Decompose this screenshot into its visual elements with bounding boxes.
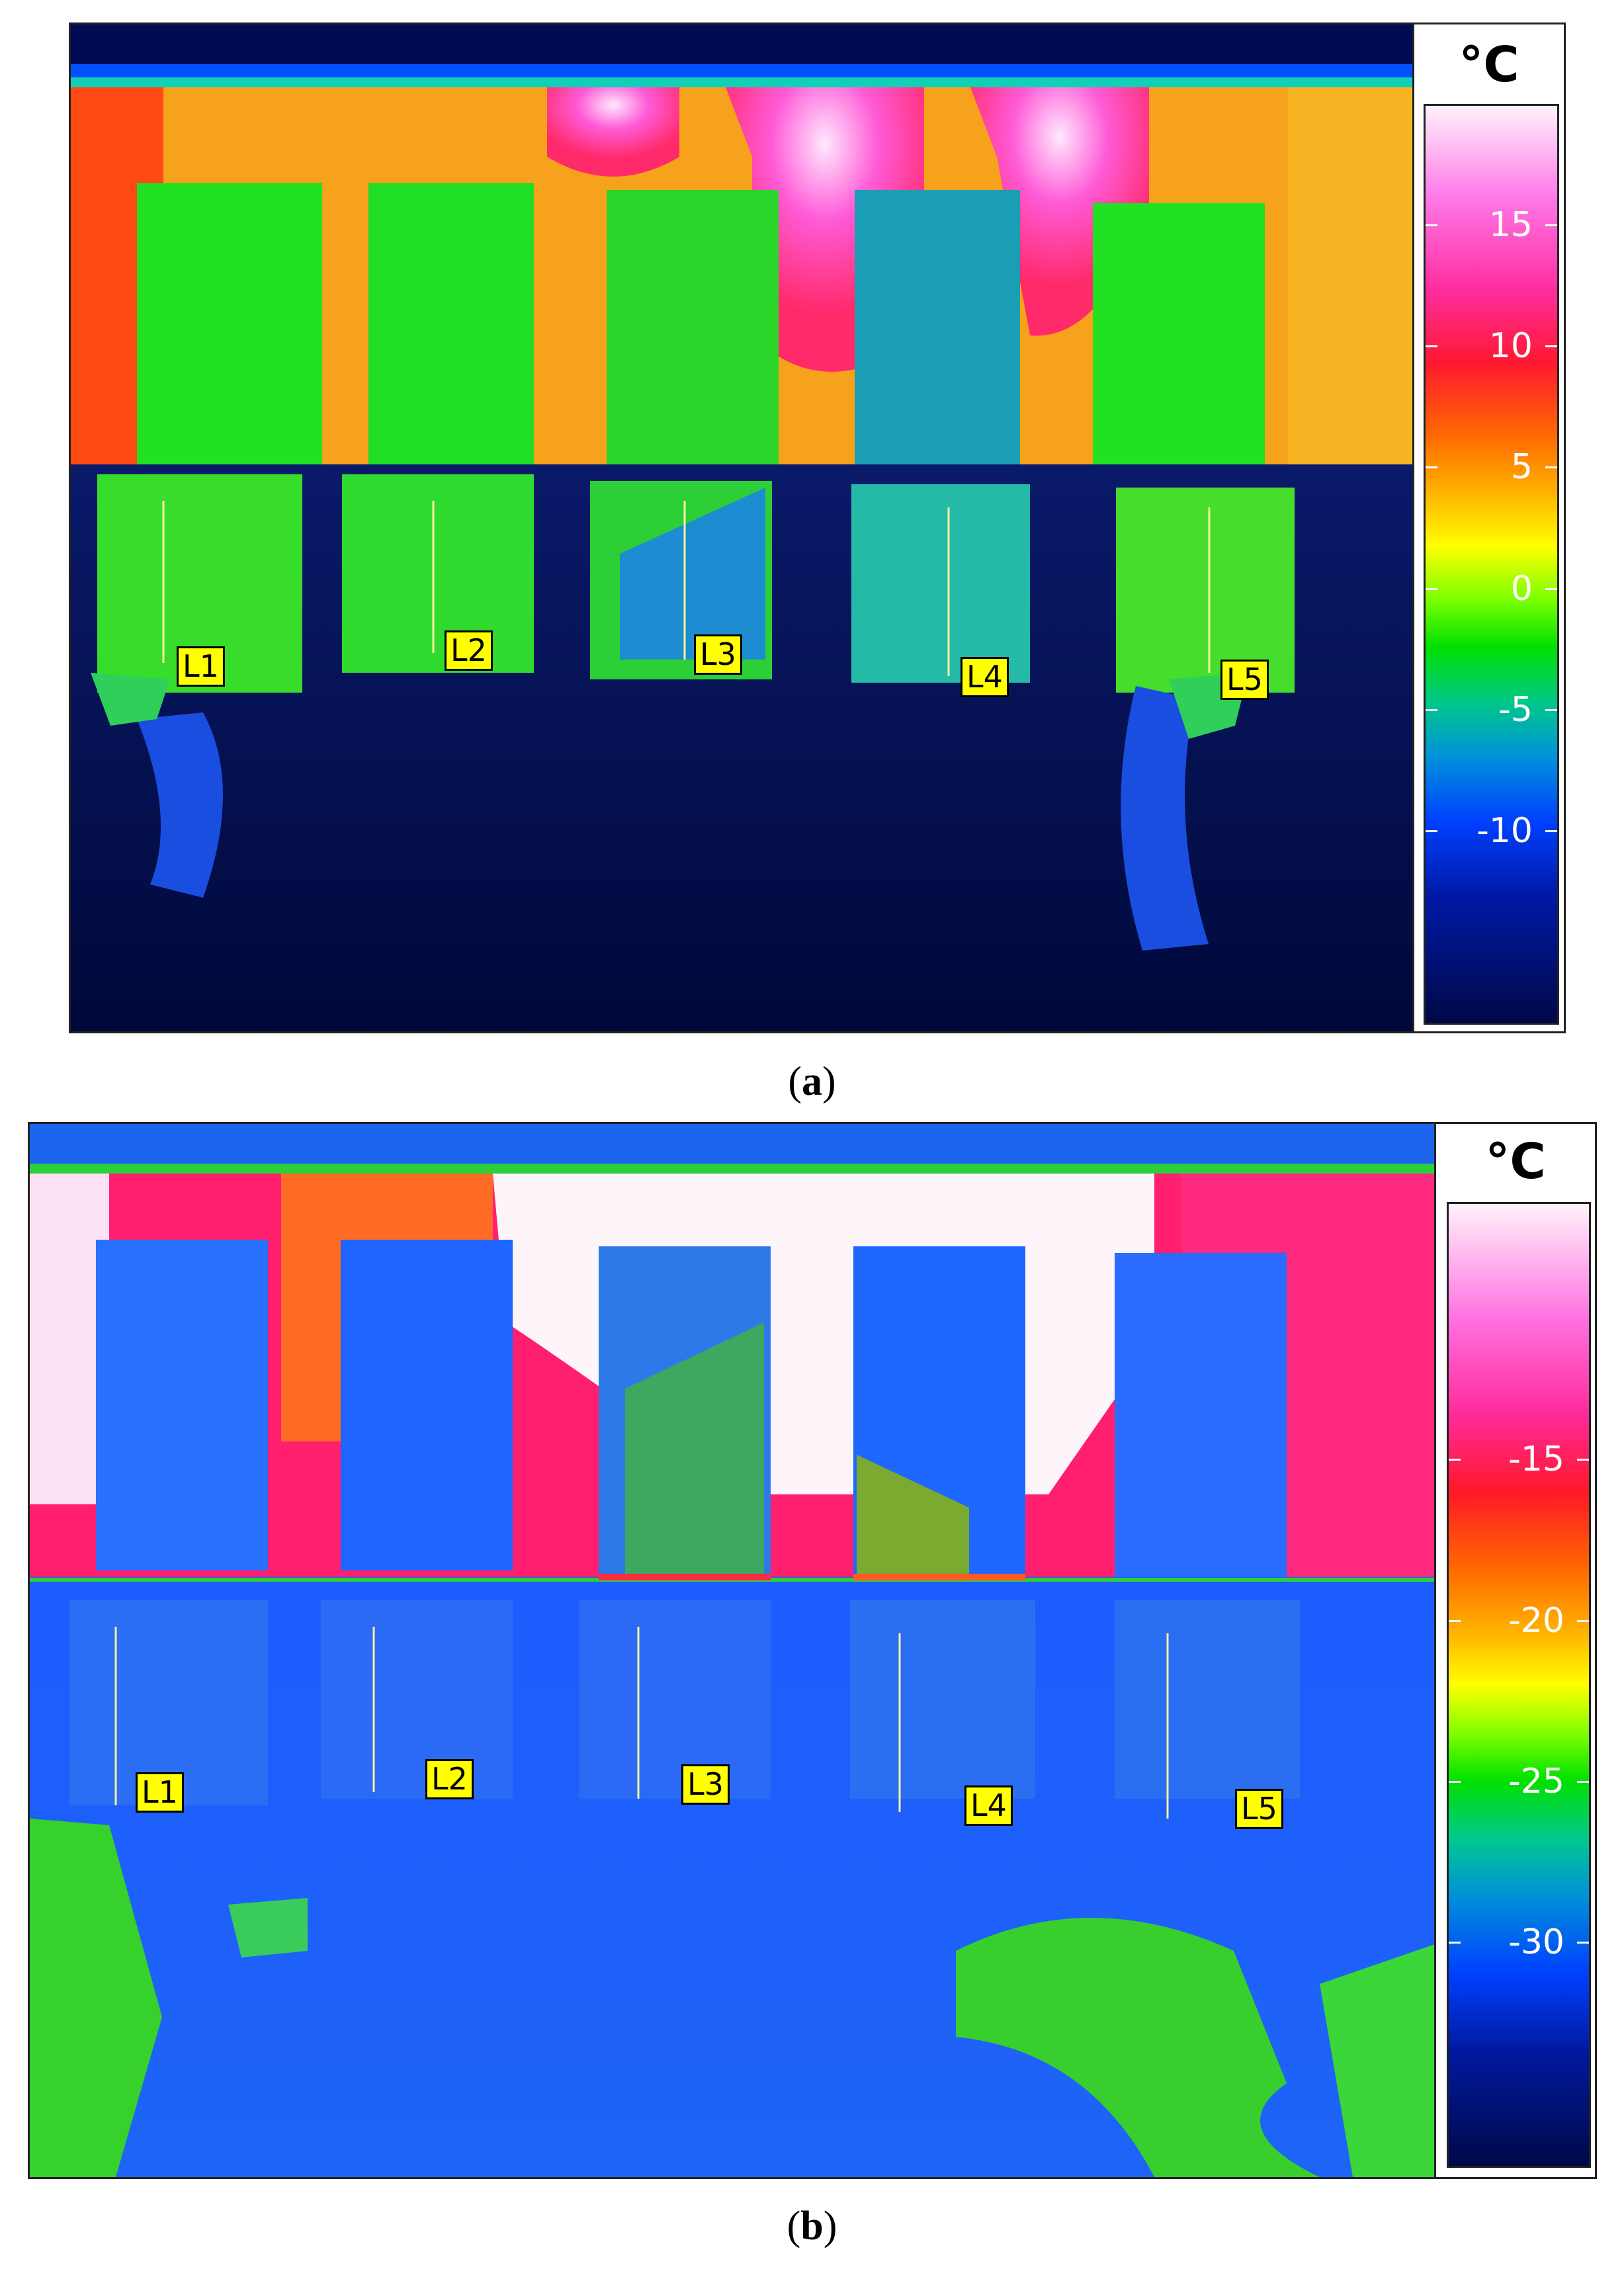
colorbar-tick-mark xyxy=(1577,1459,1589,1461)
marker-l4: L4 xyxy=(961,657,1009,697)
colorbar-tick-mark xyxy=(1545,830,1557,832)
marker-l5: L5 xyxy=(1220,660,1269,700)
colorbar-tick-label: -25 xyxy=(1508,1762,1564,1801)
colorbar-a: °C 15 10 5 0 -5 -10 xyxy=(1412,22,1566,1033)
marker-l2: L2 xyxy=(425,1759,474,1799)
colorbar-tick-mark xyxy=(1449,1942,1461,1944)
colorbar-b: °C -15 -20 -25 -30 xyxy=(1434,1122,1597,2179)
colorbar-tick-mark xyxy=(1426,224,1437,227)
unit-label-a: °C xyxy=(1459,36,1519,93)
colorbar-tick-label: 5 xyxy=(1510,447,1533,488)
colorbar-gradient-a xyxy=(1424,104,1559,1025)
colorbar-tick-mark xyxy=(1426,709,1437,711)
colorbar-gradient-b xyxy=(1447,1202,1591,2168)
colorbar-tick-mark xyxy=(1545,224,1557,227)
colorbar-tick-mark xyxy=(1426,587,1437,590)
caption-b-close: ) xyxy=(823,2204,837,2249)
marker-l5: L5 xyxy=(1235,1789,1283,1829)
colorbar-tick-label: 15 xyxy=(1488,205,1533,245)
colorbar-tick-label: 10 xyxy=(1488,326,1533,366)
colorbar-tick-mark xyxy=(1577,1781,1589,1783)
colorbar-tick-mark xyxy=(1426,345,1437,348)
colorbar-tick-mark xyxy=(1545,709,1557,711)
marker-l2: L2 xyxy=(445,630,493,671)
caption-a-close: ) xyxy=(822,1059,836,1104)
thermal-scene-a xyxy=(71,24,1412,1031)
colorbar-tick-label: -5 xyxy=(1498,689,1533,730)
unit-label-b: °C xyxy=(1485,1133,1546,1190)
colorbar-tick-mark xyxy=(1577,1619,1589,1622)
caption-b: (b) xyxy=(0,2203,1624,2250)
colorbar-tick-mark xyxy=(1426,466,1437,469)
colorbar-tick-mark xyxy=(1545,345,1557,348)
caption-b-open: ( xyxy=(787,2204,801,2249)
colorbar-tick-label: -10 xyxy=(1476,810,1533,851)
marker-l1: L1 xyxy=(136,1772,184,1813)
caption-a-letter: a xyxy=(802,1059,822,1104)
caption-b-letter: b xyxy=(800,2204,824,2249)
marker-l3: L3 xyxy=(681,1764,730,1805)
colorbar-tick-mark xyxy=(1577,1942,1589,1944)
colorbar-tick-mark xyxy=(1449,1459,1461,1461)
marker-l4: L4 xyxy=(964,1785,1013,1826)
colorbar-tick-label: -30 xyxy=(1508,1922,1564,1963)
thermal-image-b: L1 L2 L3 L4 L5 xyxy=(28,1122,1437,2179)
colorbar-tick-mark xyxy=(1449,1781,1461,1783)
colorbar-tick-label: -15 xyxy=(1508,1439,1564,1480)
thermal-image-a: L1 L2 L3 L4 L5 xyxy=(69,22,1414,1033)
thermal-scene-b xyxy=(30,1124,1435,2177)
colorbar-tick-mark xyxy=(1545,587,1557,590)
marker-l1: L1 xyxy=(177,646,225,687)
colorbar-tick-label: -20 xyxy=(1508,1600,1564,1641)
colorbar-tick-mark xyxy=(1545,466,1557,469)
colorbar-tick-mark xyxy=(1449,1619,1461,1622)
marker-l3: L3 xyxy=(694,634,742,675)
caption-a: (a) xyxy=(0,1058,1624,1105)
colorbar-tick-mark xyxy=(1426,830,1437,832)
colorbar-tick-label: 0 xyxy=(1510,568,1533,609)
caption-a-open: ( xyxy=(788,1059,802,1104)
